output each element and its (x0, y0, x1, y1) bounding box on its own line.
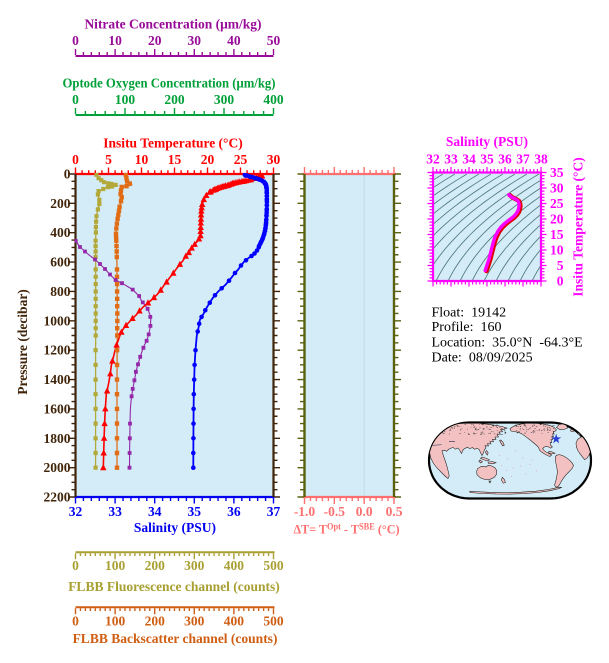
svg-text:400: 400 (50, 225, 71, 240)
svg-text:30: 30 (550, 181, 564, 196)
svg-text:1200: 1200 (44, 343, 71, 358)
svg-text:20: 20 (148, 33, 162, 48)
svg-text:100: 100 (115, 92, 136, 107)
svg-text:0: 0 (557, 274, 564, 289)
svg-text:Location: 35.0°N -64.3°E: Location: 35.0°N -64.3°E (432, 336, 583, 351)
svg-text:500: 500 (263, 558, 284, 573)
svg-text:300: 300 (214, 92, 235, 107)
svg-text:200: 200 (145, 614, 166, 629)
svg-text:Optode Oxygen Concentration (μ: Optode Oxygen Concentration (μm/kg) (63, 76, 276, 91)
svg-text:500: 500 (263, 614, 284, 629)
svg-text:100: 100 (105, 558, 126, 573)
svg-text:35: 35 (550, 165, 564, 180)
svg-text:20: 20 (550, 212, 564, 227)
svg-text:Insitu Temperature (°C): Insitu Temperature (°C) (103, 136, 242, 151)
svg-text:25: 25 (550, 196, 564, 211)
svg-text:Date: 08/09/2025: Date: 08/09/2025 (432, 351, 533, 366)
svg-text:ΔT= TOpt - TSBE (°C): ΔT= TOpt - TSBE (°C) (294, 522, 400, 537)
svg-text:5: 5 (105, 152, 112, 167)
svg-text:33: 33 (444, 152, 458, 167)
svg-text:300: 300 (184, 558, 205, 573)
svg-text:33: 33 (108, 504, 122, 519)
svg-text:0: 0 (72, 33, 79, 48)
svg-text:50: 50 (267, 33, 281, 48)
svg-text:1400: 1400 (44, 372, 71, 387)
svg-text:0: 0 (64, 167, 71, 182)
svg-text:300: 300 (184, 614, 205, 629)
svg-text:30: 30 (267, 152, 281, 167)
svg-text:10: 10 (135, 152, 149, 167)
svg-text:38: 38 (534, 152, 548, 167)
svg-text:0.0: 0.0 (356, 504, 373, 519)
svg-text:0: 0 (72, 92, 79, 107)
svg-text:400: 400 (224, 614, 245, 629)
svg-text:36: 36 (227, 504, 241, 519)
svg-text:Float: 19142: Float: 19142 (432, 306, 507, 321)
svg-text:2200: 2200 (44, 490, 71, 505)
svg-text:20: 20 (201, 152, 215, 167)
svg-text:200: 200 (145, 558, 166, 573)
svg-text:Insitu Temperature (°C): Insitu Temperature (°C) (571, 157, 586, 296)
svg-text:800: 800 (50, 284, 71, 299)
svg-text:FLBB Backscatter channel (coun: FLBB Backscatter channel (counts) (73, 631, 278, 646)
svg-text:37: 37 (267, 504, 281, 519)
svg-text:0: 0 (72, 614, 79, 629)
svg-text:35: 35 (188, 504, 202, 519)
svg-text:-0.5: -0.5 (324, 504, 346, 519)
svg-text:35: 35 (480, 152, 494, 167)
svg-text:37: 37 (516, 152, 530, 167)
svg-text:600: 600 (50, 255, 71, 270)
svg-text:Nitrate Concentration (μm/kg): Nitrate Concentration (μm/kg) (84, 17, 261, 32)
svg-text:400: 400 (224, 558, 245, 573)
svg-text:34: 34 (148, 504, 162, 519)
svg-text:0: 0 (72, 152, 79, 167)
svg-text:0: 0 (72, 558, 79, 573)
svg-text:Pressure (decibar): Pressure (decibar) (15, 289, 30, 395)
svg-text:36: 36 (498, 152, 512, 167)
svg-text:Profile: 160: Profile: 160 (432, 320, 502, 335)
svg-text:-1.0: -1.0 (294, 504, 316, 519)
svg-text:1600: 1600 (44, 401, 71, 416)
svg-text:34: 34 (462, 152, 476, 167)
svg-text:32: 32 (426, 152, 440, 167)
svg-text:15: 15 (550, 227, 564, 242)
svg-text:5: 5 (557, 258, 564, 273)
svg-text:100: 100 (105, 614, 126, 629)
svg-text:10: 10 (550, 243, 564, 258)
svg-text:1800: 1800 (44, 431, 71, 446)
svg-text:10: 10 (108, 33, 122, 48)
svg-text:1000: 1000 (44, 313, 71, 328)
svg-text:2000: 2000 (44, 460, 71, 475)
svg-text:400: 400 (263, 92, 284, 107)
svg-text:Salinity (PSU): Salinity (PSU) (446, 134, 528, 149)
svg-text:25: 25 (234, 152, 248, 167)
svg-text:40: 40 (227, 33, 241, 48)
svg-text:0.5: 0.5 (386, 504, 403, 519)
svg-text:Salinity (PSU): Salinity (PSU) (134, 520, 216, 535)
svg-text:FLBB Fluorescence channel (cou: FLBB Fluorescence channel (counts) (68, 579, 280, 594)
svg-text:30: 30 (188, 33, 202, 48)
svg-text:200: 200 (164, 92, 185, 107)
svg-text:15: 15 (168, 152, 182, 167)
svg-text:32: 32 (69, 504, 83, 519)
svg-text:200: 200 (50, 196, 71, 211)
